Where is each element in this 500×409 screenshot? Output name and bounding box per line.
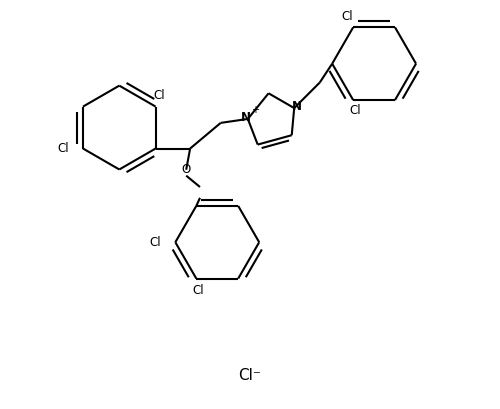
Text: +: + [250, 105, 258, 115]
Text: Cl: Cl [154, 89, 166, 102]
Text: Cl: Cl [150, 236, 162, 249]
Text: Cl: Cl [192, 284, 204, 297]
Text: Cl⁻: Cl⁻ [238, 368, 262, 383]
Text: O: O [182, 163, 191, 176]
Text: N: N [241, 111, 251, 124]
Text: N: N [292, 100, 302, 112]
Text: Cl: Cl [350, 104, 362, 117]
Text: Cl: Cl [342, 10, 353, 23]
Text: Cl: Cl [58, 142, 69, 155]
